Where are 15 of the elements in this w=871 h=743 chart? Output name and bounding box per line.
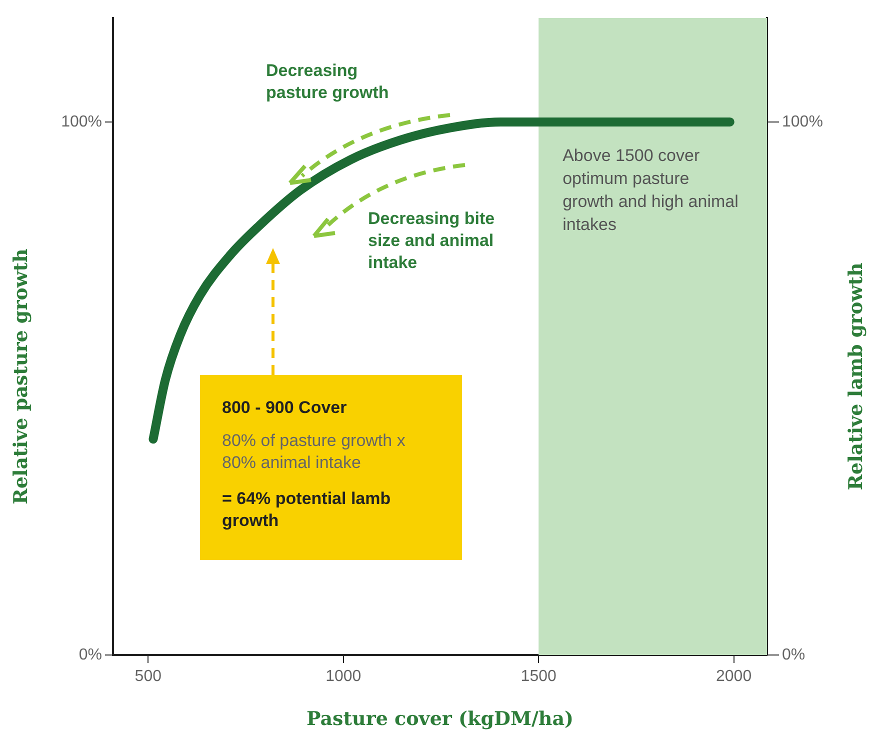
annotation: = 64% potential lamb growth: [222, 488, 392, 532]
band-label: Above 1500 cover optimum pasture growth and high animal intakes: [562, 146, 738, 234]
annotation: Decreasing bite size and animal intake: [368, 208, 496, 274]
y-axis-title: Relative pasture growth: [10, 248, 32, 504]
annotation: 800 - 900 Cover: [222, 397, 348, 419]
y2-tick-label: 0%: [782, 646, 806, 664]
x-tick-label: 1000: [326, 668, 362, 686]
x-tick-label: 1500: [520, 668, 556, 686]
y2-axis-title: Relative lamb growth: [844, 262, 867, 490]
x-tick-label: 2000: [716, 668, 752, 686]
annotation: Decreasing pasture growth: [266, 60, 390, 104]
y2-tick-label: 100%: [782, 113, 823, 130]
x-axis-title: Pasture cover (kgDM/ha): [306, 708, 574, 730]
annotation: 80% of pasture growth x 80% animal intake: [222, 430, 406, 474]
x-tick-label: 500: [134, 668, 162, 686]
